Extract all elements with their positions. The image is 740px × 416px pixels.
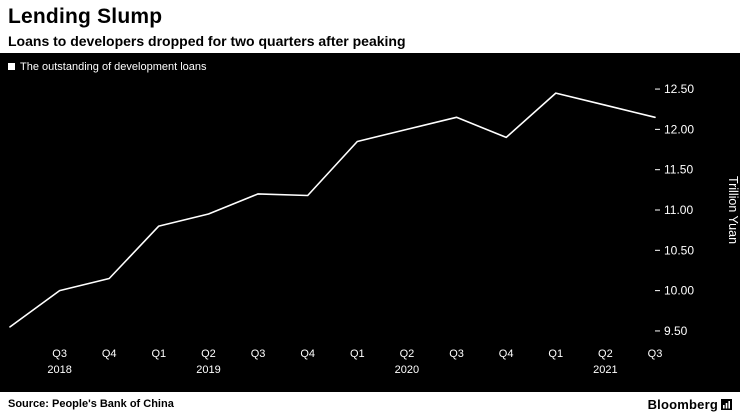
bloomberg-wordmark: Bloomberg bbox=[647, 396, 718, 412]
x-tick-label: Q4 bbox=[102, 348, 117, 360]
x-tick-label: Q1 bbox=[548, 348, 563, 360]
y-tick-label: 12.00 bbox=[664, 123, 694, 137]
year-label: 2020 bbox=[395, 364, 419, 376]
y-tick-label: 12.50 bbox=[664, 82, 694, 96]
x-tick-label: Q2 bbox=[201, 348, 216, 360]
bloomberg-logo: Bloomberg bbox=[648, 397, 732, 412]
chart-footer: Source: People's Bank of China Bloomberg bbox=[0, 392, 740, 416]
x-tick-label: Q3 bbox=[251, 348, 266, 360]
y-axis-title: Trillion Yuan bbox=[726, 176, 740, 244]
y-tick-label: 11.00 bbox=[664, 203, 693, 217]
y-tick-label: 11.50 bbox=[664, 163, 693, 177]
x-tick-label: Q3 bbox=[449, 348, 464, 360]
source-note: Source: People's Bank of China bbox=[8, 398, 174, 410]
bloomberg-chart-icon bbox=[721, 398, 732, 410]
x-tick-label: Q3 bbox=[648, 348, 663, 360]
x-tick-label: Q1 bbox=[152, 348, 167, 360]
chart-subtitle: Loans to developers dropped for two quar… bbox=[8, 33, 406, 50]
x-tick-label: Q1 bbox=[350, 348, 365, 360]
x-tick-label: Q4 bbox=[499, 348, 514, 360]
y-tick-label: 10.50 bbox=[664, 243, 694, 257]
y-tick-label: 10.00 bbox=[664, 284, 694, 298]
x-tick-label: Q3 bbox=[52, 348, 67, 360]
legend-swatch-icon bbox=[8, 63, 15, 71]
line-series bbox=[9, 92, 656, 328]
x-tick-label: Q4 bbox=[300, 348, 315, 360]
legend: The outstanding of development loans bbox=[0, 53, 740, 73]
chart-area: The outstanding of development loans 9.5… bbox=[0, 53, 740, 392]
line-chart: 9.50 10.00 10.50 11.00 11.50 12.00 12.50 Trilli… bbox=[0, 73, 740, 390]
plot-background bbox=[0, 73, 740, 390]
chart-title: Lending Slump bbox=[8, 5, 163, 28]
x-tick-label: Q2 bbox=[598, 348, 613, 360]
chart-header: Lending Slump Loans to developers droppe… bbox=[0, 0, 740, 54]
legend-label: The outstanding of development loans bbox=[20, 60, 207, 73]
year-label: 2019 bbox=[196, 364, 220, 376]
year-label: 2021 bbox=[593, 364, 617, 376]
y-tick-label: 9.50 bbox=[664, 324, 688, 338]
x-tick-label: Q2 bbox=[400, 348, 415, 360]
year-label: 2018 bbox=[47, 364, 71, 376]
